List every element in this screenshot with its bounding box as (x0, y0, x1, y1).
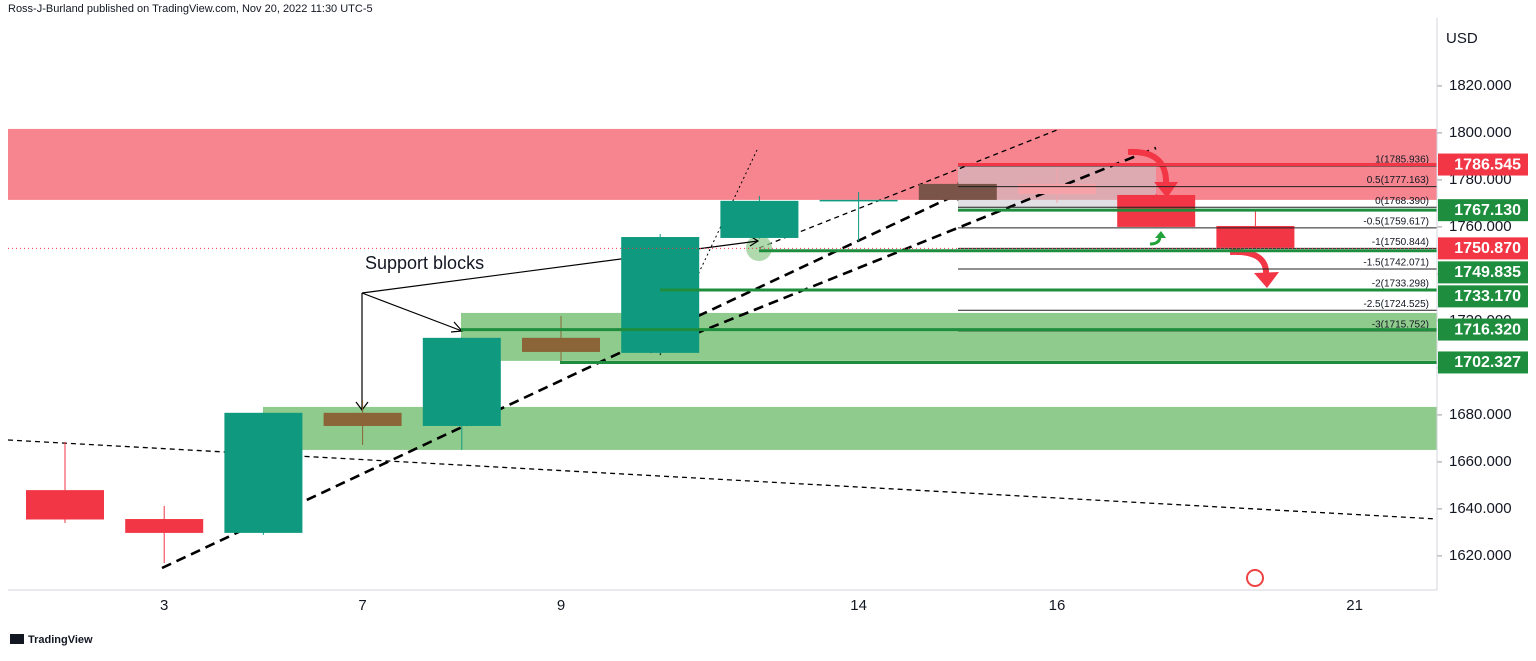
fib-label: -0.5(1759.617) (1363, 216, 1429, 227)
fib-label: -3(1715.752) (1372, 320, 1429, 331)
y-tick-label: 1680.000 (1449, 406, 1512, 423)
price-badge (1438, 261, 1528, 284)
x-tick-label: 7 (358, 597, 366, 614)
price-badge (1438, 351, 1528, 374)
fib-label: -2.5(1724.525) (1363, 299, 1429, 310)
candle-body (224, 412, 303, 533)
header: Ross-J-Burland published on TradingView.… (8, 3, 373, 15)
footer: TradingView (28, 634, 93, 646)
price-badge (1438, 237, 1528, 260)
fib-label: 0(1768.390) (1375, 196, 1429, 207)
zone (461, 312, 1437, 361)
price-badge-label: 1786.545 (1454, 156, 1521, 173)
green-arrow (1155, 231, 1166, 238)
fib-label: 1(1785.936) (1375, 155, 1429, 166)
candle-body (1216, 225, 1295, 248)
price-badge-label: 1749.835 (1454, 264, 1521, 281)
price-badge-label: 1716.320 (1454, 321, 1521, 338)
logo (10, 634, 24, 644)
annotation: Support blocks (365, 253, 484, 273)
y-tick-label: 1620.000 (1449, 547, 1512, 564)
candle-body (422, 337, 501, 426)
candle-body (918, 183, 997, 200)
y-tick-label: 1800.000 (1449, 124, 1512, 141)
price-badge-label: 1733.170 (1454, 288, 1521, 305)
candle-body (819, 199, 898, 202)
x-tick-label: 21 (1346, 597, 1363, 614)
candle-body (522, 337, 600, 352)
x-tick-label: 14 (850, 597, 867, 614)
candle-body (1018, 183, 1096, 195)
candle-body (621, 237, 700, 353)
fib-label: -1(1750.844) (1372, 237, 1429, 248)
price-badge-label: 1767.130 (1454, 202, 1521, 219)
arrow (361, 292, 463, 332)
price-badge (1438, 285, 1528, 308)
y-tick-label: 1640.000 (1449, 500, 1512, 517)
fib-label: -1.5(1742.071) (1363, 258, 1429, 269)
candle-body (125, 519, 204, 533)
x-tick-label: 16 (1049, 597, 1066, 614)
y-tick-label: 1660.000 (1449, 453, 1512, 470)
price-badge-label: 1702.327 (1454, 354, 1521, 371)
fib-label: -2(1733.298) (1372, 278, 1429, 289)
x-tick-label: 9 (557, 597, 565, 614)
currency: USD (1446, 30, 1478, 47)
candle-body (720, 200, 799, 238)
price-badge-label: 1750.870 (1454, 240, 1521, 257)
trendline (8, 439, 1437, 520)
red-arrow (1127, 148, 1170, 187)
candle-body (26, 490, 104, 520)
y-tick-label: 1820.000 (1449, 77, 1512, 94)
y-tick-label: 1760.000 (1449, 218, 1512, 235)
red-arrow (1154, 182, 1178, 198)
red-arrow (1229, 248, 1270, 277)
price-badge (1438, 318, 1528, 341)
x-tick-label: 3 (160, 597, 168, 614)
price-badge (1438, 199, 1528, 222)
price-badge (1438, 153, 1528, 176)
candle-body (323, 412, 402, 426)
fib-label: 0.5(1777.163) (1367, 175, 1429, 186)
red-arrow (1254, 272, 1279, 288)
event-icon[interactable] (1246, 569, 1264, 587)
